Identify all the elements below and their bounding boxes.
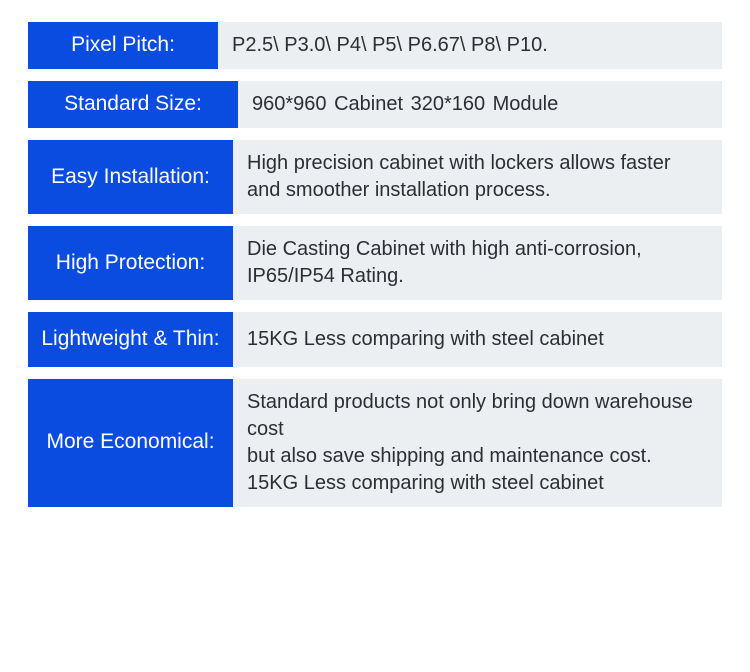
spec-label-lightweight-thin: Lightweight & Thin:	[28, 312, 233, 366]
spec-value-more-economical: Standard products not only bring down wa…	[233, 379, 722, 507]
spec-row: Standard Size: 960*960 Cabinet 320*160 M…	[28, 81, 722, 128]
spec-row: More Economical: Standard products not o…	[28, 379, 722, 507]
spec-label-high-protection: High Protection:	[28, 226, 233, 300]
spec-value-easy-installation: High precision cabinet with lockers allo…	[233, 140, 722, 214]
spec-table: Pixel Pitch: P2.5\ P3.0\ P4\ P5\ P6.67\ …	[28, 22, 722, 507]
spec-row: Easy Installation: High precision cabine…	[28, 140, 722, 214]
spec-value-high-protection: Die Casting Cabinet with high anti-corro…	[233, 226, 722, 300]
spec-label-standard-size: Standard Size:	[28, 81, 238, 128]
spec-value-standard-size: 960*960 Cabinet 320*160 Module	[238, 81, 722, 128]
spec-row: Pixel Pitch: P2.5\ P3.0\ P4\ P5\ P6.67\ …	[28, 22, 722, 69]
spec-label-pixel-pitch: Pixel Pitch:	[28, 22, 218, 69]
spec-row: Lightweight & Thin: 15KG Less comparing …	[28, 312, 722, 366]
spec-value-lightweight-thin: 15KG Less comparing with steel cabinet	[233, 312, 722, 366]
spec-label-more-economical: More Economical:	[28, 379, 233, 507]
spec-label-easy-installation: Easy Installation:	[28, 140, 233, 214]
spec-row: High Protection: Die Casting Cabinet wit…	[28, 226, 722, 300]
spec-value-pixel-pitch: P2.5\ P3.0\ P4\ P5\ P6.67\ P8\ P10.	[218, 22, 722, 69]
